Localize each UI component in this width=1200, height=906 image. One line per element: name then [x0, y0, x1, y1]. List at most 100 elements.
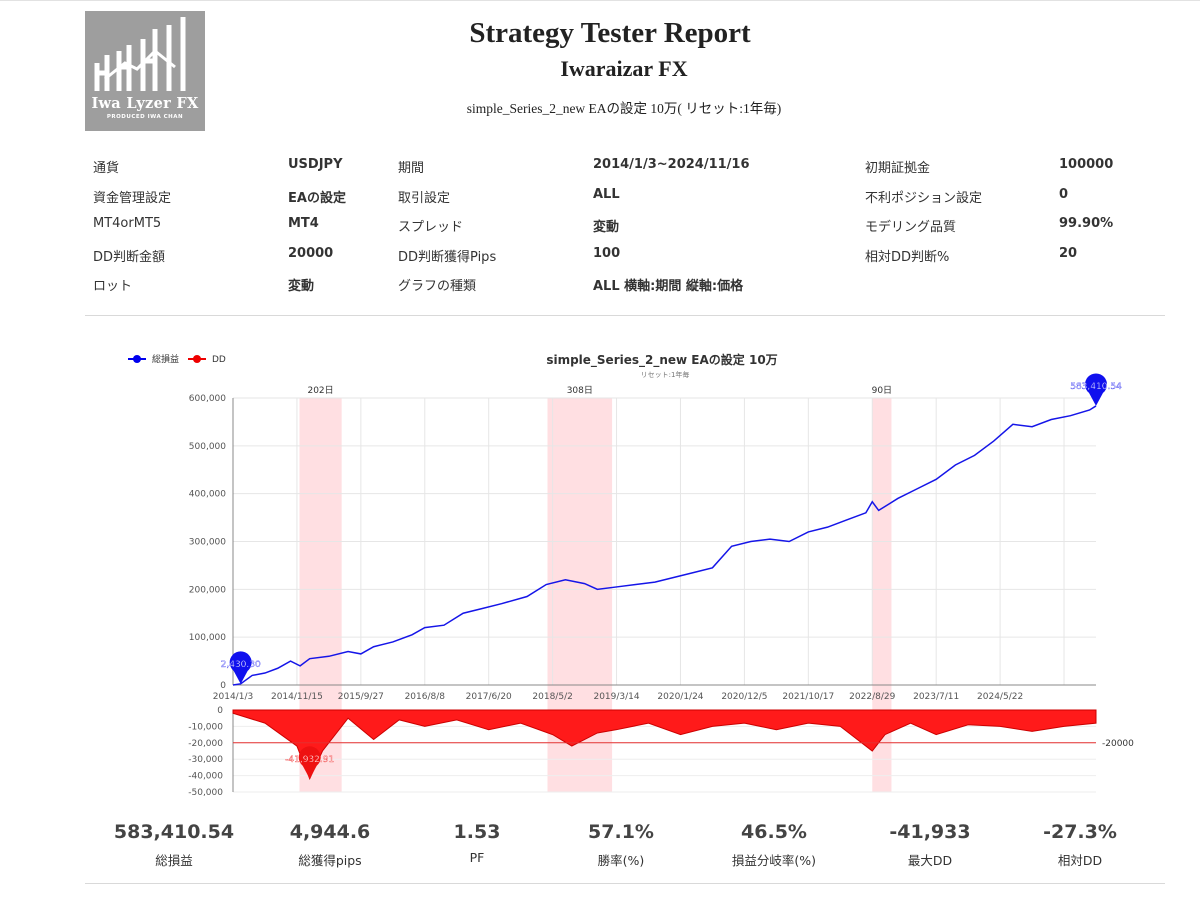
stat-value: -41,933	[889, 821, 971, 843]
drawdown-area	[232, 709, 1097, 781]
stat-label: 総獲得pips	[298, 853, 362, 868]
stat-total-profit: 583,410.54 総損益	[84, 818, 264, 869]
band-label: 202日	[307, 385, 333, 396]
x-tick-label: 2019/3/14	[593, 692, 639, 702]
stat-label: 損益分岐率(%)	[731, 853, 817, 868]
legend-marker	[133, 355, 141, 363]
chart-title: simple_Series_2_new EAの設定 10万	[546, 352, 777, 368]
x-tick-label: 2017/6/20	[466, 692, 512, 702]
setting-label: 相対DD判断%	[865, 250, 950, 265]
divider	[85, 315, 1165, 316]
setting-label: 取引設定	[398, 191, 451, 206]
top-border	[0, 0, 1200, 1]
setting-value: 99.90%	[1059, 216, 1114, 231]
y-tick-label: 500,000	[189, 442, 226, 452]
y-tick-label: 100,000	[189, 633, 226, 643]
setting-value: 20	[1059, 246, 1078, 261]
y-tick-label: -40,000	[188, 772, 223, 782]
data-pin-label: -41,932.91	[285, 755, 334, 765]
setting-value: ALL 横軸:期間 縦軸:価格	[593, 279, 744, 294]
y-tick-label: 600,000	[189, 394, 226, 404]
setting-label: MT4orMT5	[93, 216, 162, 231]
y-tick-label: -30,000	[188, 755, 223, 765]
stat-pf: 1.53 PF	[387, 818, 567, 865]
x-tick-label: 2023/7/11	[913, 692, 959, 702]
report-title: Strategy Tester Report	[469, 17, 751, 49]
x-tick-label: 2021/10/17	[782, 692, 834, 702]
x-tick-label: 2014/1/3	[213, 692, 253, 702]
x-tick-label: 2024/5/22	[977, 692, 1023, 702]
y-tick-label: 200,000	[189, 585, 226, 595]
logo-bars-icon	[94, 17, 186, 91]
stat-label: 相対DD	[1057, 853, 1103, 868]
band-label: 90日	[872, 385, 892, 396]
setting-value: 変動	[593, 220, 620, 235]
brand-logo: Iwa Lyzer FX PRODUCED IWA CHAN	[85, 11, 205, 131]
highlight-band	[872, 398, 892, 792]
stat-value: 1.53	[453, 821, 501, 843]
setting-value: 100	[593, 246, 621, 261]
legend-label: 総損益	[152, 353, 179, 365]
stat-label: 総損益	[155, 853, 193, 868]
report-subtitle: Iwaraizar FX	[560, 56, 688, 81]
x-tick-label: 2016/8/8	[405, 692, 446, 702]
data-pin-marker	[298, 746, 321, 779]
setting-value: 0	[1059, 187, 1069, 202]
data-pin-label: 583,410.54	[1070, 382, 1122, 392]
setting-value: 2014/1/3~2024/11/16	[593, 157, 750, 172]
chart-subtitle: リセット:1年毎	[641, 370, 690, 379]
setting-label: 通貨	[93, 161, 120, 176]
stat-total-pips: 4,944.6 総獲得pips	[240, 818, 420, 869]
y-tick-label: 0	[217, 706, 223, 716]
settings-row: MT4orMT5 MT4 スプレッド 変動 モデリング品質 99.90%	[93, 216, 1173, 236]
stat-value: 4,944.6	[289, 821, 371, 843]
y-tick-label: -20,000	[188, 739, 223, 749]
stat-relative-dd: -27.3% 相対DD	[990, 818, 1170, 869]
band-label: 308日	[567, 385, 593, 396]
divider	[85, 883, 1165, 884]
setting-label: 初期証拠金	[865, 161, 931, 176]
x-tick-label: 2014/11/15	[271, 692, 323, 702]
setting-label: ロット	[93, 279, 133, 294]
report-caption: simple_Series_2_new EAの設定 10万( リセット:1年毎)	[466, 101, 782, 116]
stat-label: PF	[469, 850, 485, 865]
setting-label: 不利ポジション設定	[865, 191, 983, 206]
setting-value: 100000	[1059, 157, 1114, 172]
stat-breakeven-rate: 46.5% 損益分岐率(%)	[684, 818, 864, 869]
stat-label: 最大DD	[907, 853, 953, 868]
settings-row: DD判断金額 20000 DD判断獲得Pips 100 相対DD判断% 20	[93, 246, 1173, 266]
stat-value: 583,410.54	[113, 821, 235, 843]
data-pin-marker	[1085, 373, 1107, 406]
setting-value: ALL	[593, 187, 620, 202]
setting-label: モデリング品質	[865, 220, 957, 235]
setting-label: スプレッド	[398, 220, 464, 235]
setting-label: グラフの種類	[398, 279, 477, 294]
y-tick-label: -10,000	[188, 722, 223, 732]
y-tick-label: 0	[220, 681, 226, 691]
data-pin-label: 2,430.30	[221, 660, 261, 670]
stat-value: -27.3%	[1043, 821, 1117, 843]
setting-label: DD判断獲得Pips	[398, 250, 497, 265]
stat-value: 46.5%	[741, 821, 807, 843]
setting-label: 資金管理設定	[93, 191, 172, 206]
setting-value: 変動	[288, 279, 315, 294]
x-tick-label: 2020/12/5	[721, 692, 767, 702]
setting-value: EAの設定	[288, 191, 346, 206]
x-tick-label: 2020/1/24	[657, 692, 703, 702]
setting-value: 20000	[288, 246, 334, 261]
stat-win-rate: 57.1% 勝率(%)	[531, 818, 711, 869]
setting-label: 期間	[398, 161, 425, 176]
settings-row: 通貨 USDJPY 期間 2014/1/3~2024/11/16 初期証拠金 1…	[93, 157, 1173, 177]
logo-subtitle: PRODUCED IWA CHAN	[106, 114, 184, 120]
x-tick-label: 2018/5/2	[532, 692, 572, 702]
y-tick-label: 300,000	[189, 538, 226, 548]
settings-row: 資金管理設定 EAの設定 取引設定 ALL 不利ポジション設定 0	[93, 187, 1173, 207]
dd-threshold-label: -20000	[1102, 739, 1134, 749]
stat-value: 57.1%	[588, 821, 654, 843]
y-tick-label: 400,000	[189, 490, 226, 500]
profit-series-line	[232, 405, 1097, 686]
y-tick-label: -50,000	[188, 788, 223, 798]
settings-row: ロット 変動 グラフの種類 ALL 横軸:期間 縦軸:価格	[93, 275, 1173, 295]
logo-title: Iwa Lyzer FX	[91, 95, 199, 112]
x-tick-label: 2022/8/29	[849, 692, 895, 702]
